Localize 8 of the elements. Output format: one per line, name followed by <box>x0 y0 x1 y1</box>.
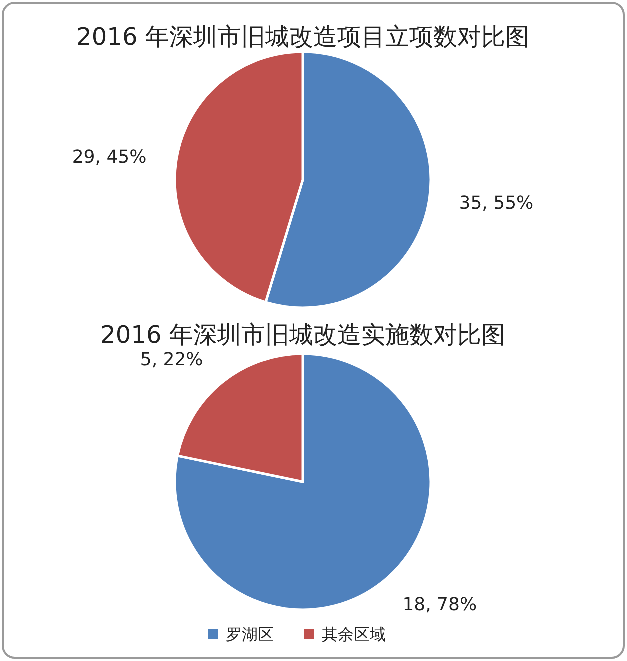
data-label: 35, 55% <box>459 193 534 214</box>
data-label: 18, 78% <box>402 594 478 616</box>
data-label: 29, 45% <box>72 146 147 168</box>
chart-title: 2016 年深圳市旧城改造实施数对比图 <box>100 321 506 349</box>
data-label: 5, 22% <box>140 349 204 370</box>
legend-label: 其余区域 <box>322 625 386 644</box>
chart-title: 2016 年深圳市旧城改造项目立项数对比图 <box>76 23 530 51</box>
legend-label: 罗湖区 <box>226 625 274 644</box>
